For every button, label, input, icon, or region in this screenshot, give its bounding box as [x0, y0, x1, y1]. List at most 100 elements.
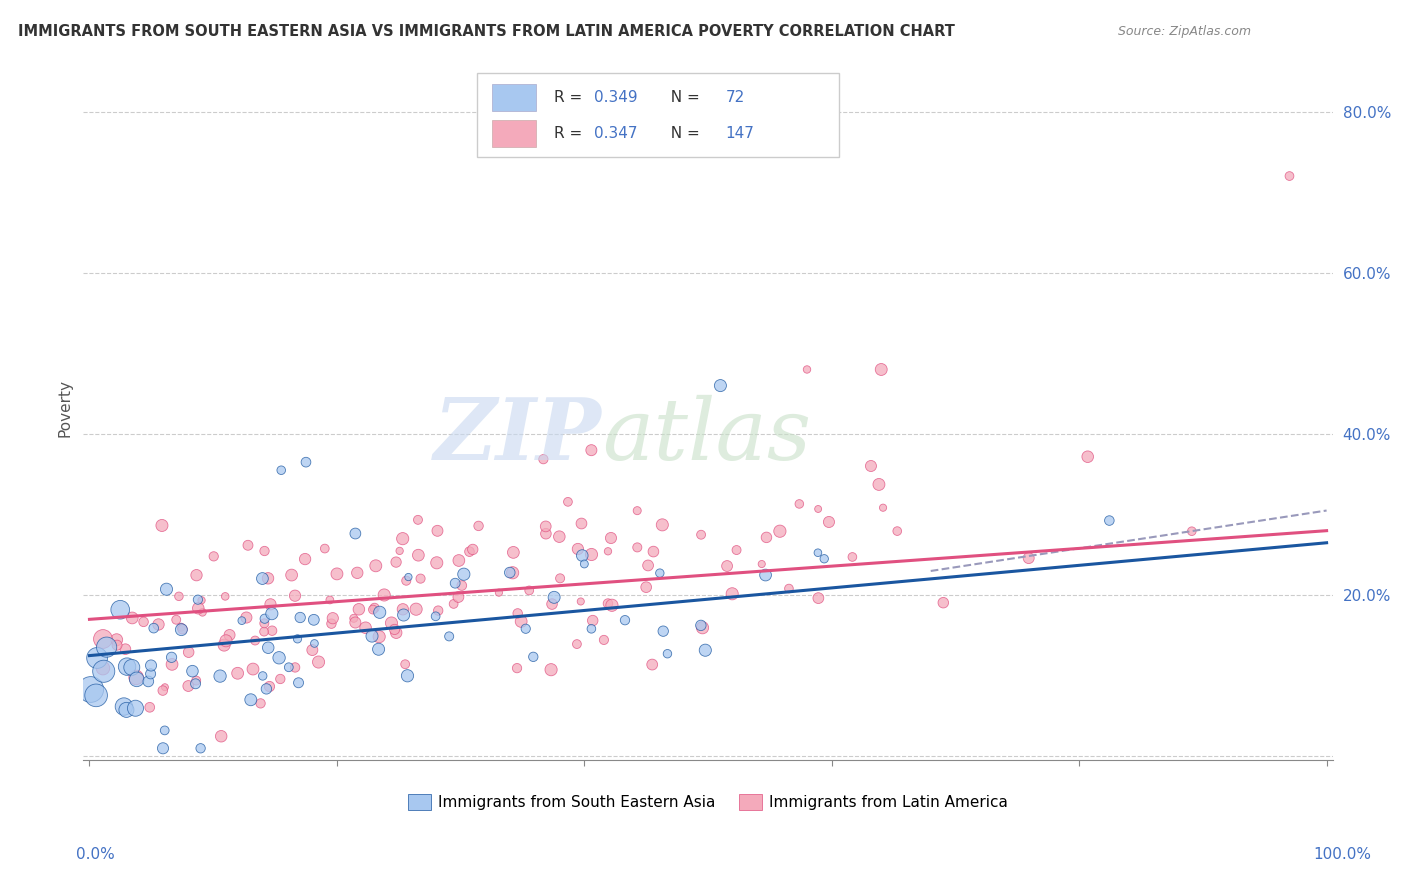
Point	[807, 546, 830, 560]
Point	[96, 640, 118, 655]
Point	[269, 672, 291, 686]
Point	[641, 657, 664, 672]
Point	[187, 601, 209, 615]
Point	[172, 622, 194, 636]
Text: atlas: atlas	[602, 394, 811, 477]
Point	[295, 455, 318, 469]
Point	[252, 572, 274, 586]
Point	[506, 661, 529, 675]
Point	[600, 599, 623, 613]
Text: IMMIGRANTS FROM SOUTH EASTERN ASIA VS IMMIGRANTS FROM LATIN AMERICA POVERTY CORR: IMMIGRANTS FROM SOUTH EASTERN ASIA VS IM…	[18, 24, 955, 38]
Point	[648, 566, 671, 581]
Point	[190, 741, 212, 756]
Point	[112, 699, 135, 714]
Point	[257, 571, 280, 585]
Point	[626, 503, 648, 517]
Point	[517, 583, 540, 598]
Point	[231, 614, 253, 628]
Text: R =: R =	[554, 127, 588, 141]
Point	[388, 544, 411, 558]
Point	[218, 628, 240, 642]
Point	[406, 513, 429, 527]
Point	[692, 621, 714, 635]
Point	[252, 669, 274, 683]
Point	[361, 602, 384, 616]
Point	[395, 574, 418, 588]
Point	[284, 660, 307, 674]
Point	[253, 544, 276, 558]
Point	[344, 615, 367, 630]
Point	[253, 624, 276, 639]
Point	[841, 549, 863, 564]
Point	[367, 642, 389, 657]
Point	[153, 680, 176, 694]
Point	[86, 651, 108, 665]
Point	[259, 598, 281, 612]
Point	[347, 602, 370, 616]
Text: 0.349: 0.349	[595, 90, 638, 105]
Point	[361, 629, 384, 643]
Point	[302, 613, 325, 627]
Point	[226, 666, 249, 681]
Point	[214, 590, 236, 604]
Point	[394, 657, 416, 672]
Point	[242, 662, 264, 676]
Point	[368, 630, 391, 644]
Point	[259, 680, 281, 694]
FancyBboxPatch shape	[477, 73, 839, 157]
Point	[308, 655, 330, 669]
Point	[202, 549, 225, 564]
Point	[807, 591, 830, 606]
Point	[581, 622, 603, 636]
Text: 0.0%: 0.0%	[76, 847, 115, 862]
Point	[502, 545, 524, 559]
Point	[709, 378, 731, 392]
Point	[751, 557, 773, 571]
Point	[115, 703, 138, 717]
Point	[91, 632, 114, 646]
Point	[115, 659, 138, 673]
Point	[872, 500, 894, 515]
Point	[84, 689, 107, 703]
Point	[769, 524, 792, 539]
Point	[531, 452, 554, 467]
Point	[392, 602, 415, 616]
Point	[557, 495, 579, 509]
Point	[125, 670, 148, 684]
Point	[148, 617, 170, 632]
Point	[155, 582, 177, 597]
Point	[181, 664, 204, 678]
Point	[437, 629, 460, 643]
Point	[301, 643, 323, 657]
Point	[796, 362, 818, 376]
Point	[280, 568, 302, 582]
Legend: Immigrants from South Eastern Asia, Immigrants from Latin America: Immigrants from South Eastern Asia, Immi…	[402, 788, 1014, 816]
Text: 72: 72	[725, 90, 745, 105]
Point	[186, 673, 208, 688]
Point	[543, 591, 565, 605]
Y-axis label: Poverty: Poverty	[58, 379, 72, 437]
Point	[453, 567, 475, 582]
Point	[343, 611, 366, 625]
Point	[600, 531, 623, 545]
Point	[121, 660, 143, 674]
Point	[425, 609, 447, 624]
Text: 100.0%: 100.0%	[1313, 847, 1372, 862]
Point	[807, 502, 830, 516]
Point	[725, 543, 748, 558]
Point	[322, 611, 344, 625]
Point	[380, 615, 402, 630]
Point	[637, 558, 659, 573]
Point	[818, 515, 841, 529]
Point	[150, 518, 173, 533]
FancyBboxPatch shape	[492, 84, 536, 111]
Point	[571, 549, 593, 563]
Point	[467, 519, 489, 533]
Point	[170, 623, 193, 637]
Point	[458, 544, 481, 558]
Point	[593, 632, 616, 647]
Point	[565, 637, 588, 651]
Point	[426, 556, 449, 570]
Point	[190, 593, 212, 607]
Point	[236, 538, 259, 552]
